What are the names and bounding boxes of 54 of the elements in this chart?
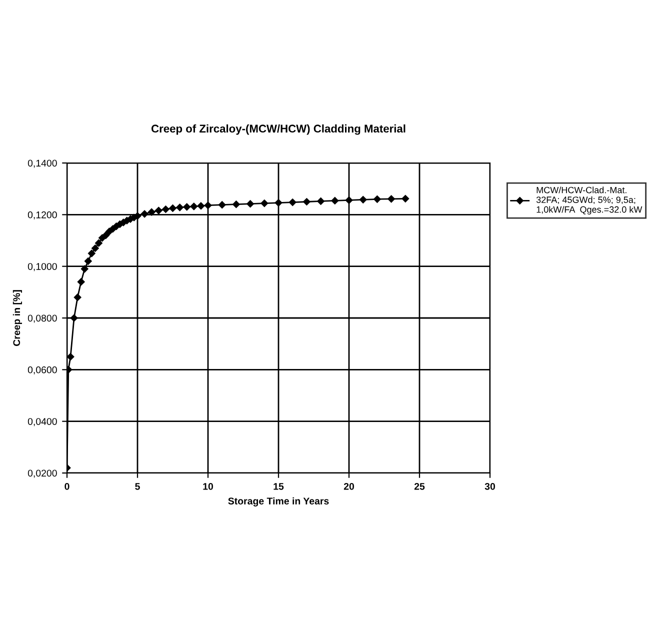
point [331, 197, 339, 204]
y-axis-title: Creep in [%] [12, 290, 22, 346]
point [190, 202, 198, 210]
point [317, 198, 324, 205]
point [88, 250, 96, 258]
y-tick-label: 0,1000 [28, 263, 57, 272]
point [98, 234, 106, 242]
point [84, 258, 92, 265]
y-tick-label: 0,1400 [28, 160, 57, 168]
x-tick-label: 30 [484, 482, 496, 490]
point [374, 196, 381, 203]
point [359, 196, 367, 204]
x-tick-label: 0 [64, 482, 70, 490]
y-tick-label: 0,0800 [28, 314, 57, 323]
y-tick-label: 0,1200 [28, 211, 57, 220]
point [155, 206, 162, 214]
x-tick-label: 20 [344, 482, 354, 490]
x-tick-label: 25 [414, 482, 425, 490]
point [80, 265, 88, 273]
point [232, 200, 240, 208]
point [95, 239, 102, 247]
x-tick-label: 15 [274, 483, 284, 490]
point [169, 204, 176, 212]
point [140, 210, 148, 218]
legend-label: MCW/HCW-Clad.-Mat. 32FA; 45GWd; 5%; 9,5a; 1,0kW/FA Qges.=32.0 kW [536, 186, 642, 214]
y-tick-label: 0,0600 [28, 366, 57, 374]
point [92, 244, 99, 252]
point [288, 198, 296, 206]
point [77, 278, 85, 286]
point [246, 200, 254, 208]
point [402, 195, 410, 202]
point [176, 204, 184, 212]
point [148, 208, 156, 216]
point [260, 200, 268, 207]
point [218, 201, 226, 208]
chart-title: Creep of Zircaloy-(MCW/HCW) Cladding Material [151, 124, 406, 135]
point [67, 353, 74, 360]
x-tick-label: 10 [203, 482, 214, 490]
point [388, 195, 395, 203]
point [106, 228, 113, 236]
point [204, 202, 212, 210]
y-tick-label: 0,0200 [28, 470, 57, 478]
point [162, 206, 170, 213]
point [274, 199, 282, 206]
point [183, 203, 190, 211]
x-tick-label: 5 [135, 483, 140, 490]
y-tick-label: 0,0400 [28, 418, 57, 426]
point [197, 202, 205, 210]
point [70, 314, 78, 322]
point [102, 232, 110, 239]
point [303, 198, 310, 206]
x-axis-title: Storage Time in Years [228, 497, 329, 506]
point [74, 294, 82, 301]
point [345, 196, 353, 204]
